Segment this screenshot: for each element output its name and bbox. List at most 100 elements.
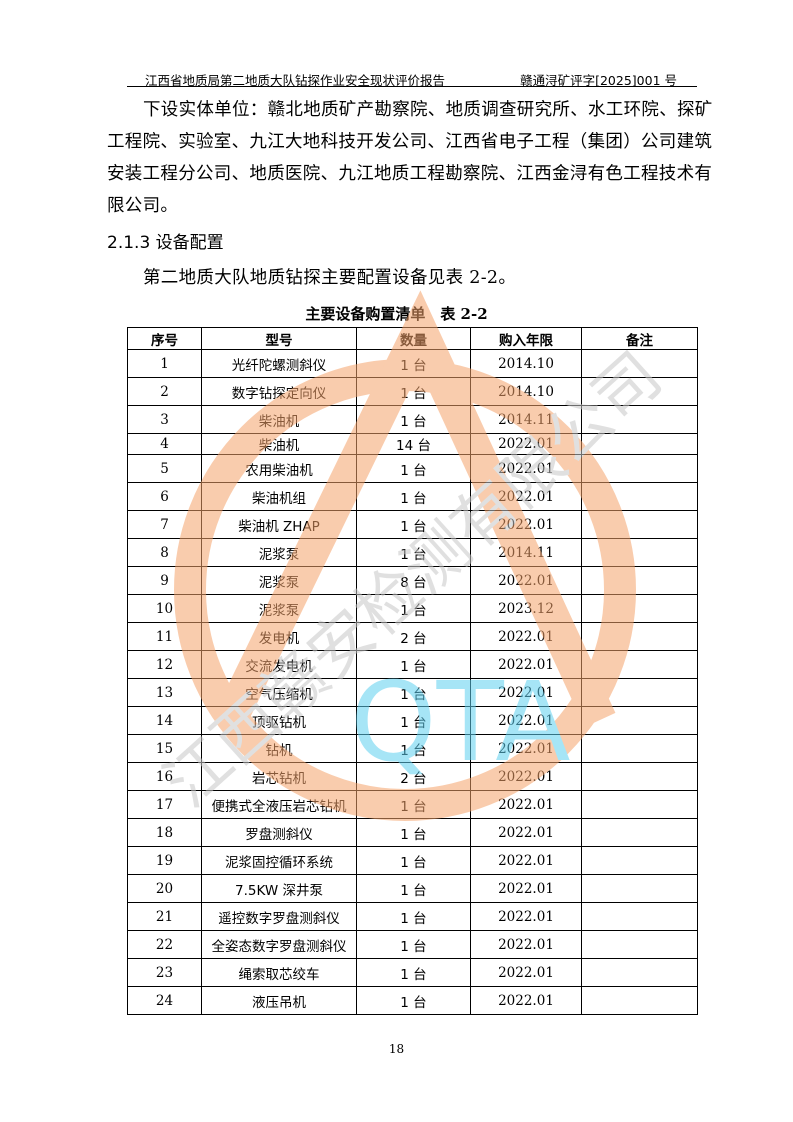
cell-year: 2022.01 bbox=[470, 790, 582, 819]
cell-remark bbox=[581, 377, 698, 406]
column-header: 备注 bbox=[581, 327, 698, 350]
cell-quantity: 14 台 bbox=[356, 433, 471, 455]
cell-year: 2022.01 bbox=[470, 874, 582, 903]
cell-quantity: 1 台 bbox=[356, 734, 471, 763]
cell-year: 2022.01 bbox=[470, 930, 582, 959]
cell-quantity: 1 台 bbox=[356, 874, 471, 903]
cell-model: 柴油机 ZHAP bbox=[201, 510, 357, 539]
cell-remark bbox=[581, 762, 698, 791]
cell-index: 5 bbox=[127, 454, 202, 483]
table-row: 2 数字钻探定向仪 1 台 2014.10 bbox=[127, 377, 698, 406]
cell-year: 2014.10 bbox=[470, 349, 582, 378]
cell-index: 23 bbox=[127, 958, 202, 987]
cell-remark bbox=[581, 482, 698, 511]
cell-quantity: 1 台 bbox=[356, 377, 471, 406]
cell-quantity: 1 台 bbox=[356, 930, 471, 959]
page-header: 江西省地质局第二地质大队钻探作业安全现状评价报告 赣通浔矿评字[2025]001… bbox=[127, 68, 697, 88]
cell-index: 18 bbox=[127, 818, 202, 847]
cell-model: 泥浆泵 bbox=[201, 594, 357, 623]
cell-quantity: 1 台 bbox=[356, 405, 471, 434]
cell-remark bbox=[581, 902, 698, 931]
cell-index: 6 bbox=[127, 482, 202, 511]
cell-year: 2014.11 bbox=[470, 538, 582, 567]
cell-year: 2022.01 bbox=[470, 818, 582, 847]
cell-year: 2022.01 bbox=[470, 706, 582, 735]
column-header: 数量 bbox=[356, 327, 471, 350]
page-number: 18 bbox=[388, 1042, 405, 1056]
cell-remark bbox=[581, 706, 698, 735]
cell-year: 2022.01 bbox=[470, 902, 582, 931]
cell-quantity: 1 台 bbox=[356, 986, 471, 1015]
cell-model: 泥浆泵 bbox=[201, 566, 357, 595]
table-row: 20 7.5KW 深井泵 1 台 2022.01 bbox=[127, 874, 698, 903]
table-row: 3 柴油机 1 台 2014.11 bbox=[127, 405, 698, 434]
cell-index: 1 bbox=[127, 349, 202, 378]
cell-index: 19 bbox=[127, 846, 202, 875]
equipment-table: 序号 型号 数量 购入年限 备注 1 光纤陀螺测斜仪 1 台 2014.10 2 数字钻探定向仪 1… bbox=[127, 327, 698, 1015]
cell-year: 2023.12 bbox=[470, 594, 582, 623]
cell-model: 钻机 bbox=[201, 734, 357, 763]
cell-remark bbox=[581, 958, 698, 987]
table-row: 21 遥控数字罗盘测斜仪 1 台 2022.01 bbox=[127, 902, 698, 931]
header-title: 江西省地质局第二地质大队钻探作业安全现状评价报告 bbox=[145, 73, 446, 88]
cell-index: 15 bbox=[127, 734, 202, 763]
table-row: 6 柴油机组 1 台 2022.01 bbox=[127, 482, 698, 511]
cell-remark bbox=[581, 405, 698, 434]
cell-remark bbox=[581, 510, 698, 539]
cell-remark bbox=[581, 349, 698, 378]
cell-year: 2014.10 bbox=[470, 377, 582, 406]
cell-index: 8 bbox=[127, 538, 202, 567]
cell-model: 全姿态数字罗盘测斜仪 bbox=[201, 930, 357, 959]
cell-index: 17 bbox=[127, 790, 202, 819]
cell-year: 2022.01 bbox=[470, 482, 582, 511]
cell-index: 20 bbox=[127, 874, 202, 903]
table-row: 17 便携式全液压岩芯钻机 1 台 2022.01 bbox=[127, 790, 698, 819]
table-row: 1 光纤陀螺测斜仪 1 台 2014.10 bbox=[127, 349, 698, 378]
cell-model: 光纤陀螺测斜仪 bbox=[201, 349, 357, 378]
cell-year: 2022.01 bbox=[470, 622, 582, 651]
cell-model: 液压吊机 bbox=[201, 986, 357, 1015]
cell-index: 16 bbox=[127, 762, 202, 791]
cell-quantity: 2 台 bbox=[356, 762, 471, 791]
cell-index: 10 bbox=[127, 594, 202, 623]
cell-quantity: 1 台 bbox=[356, 482, 471, 511]
table-row: 16 岩芯钻机 2 台 2022.01 bbox=[127, 762, 698, 791]
cell-remark bbox=[581, 790, 698, 819]
cell-model: 岩芯钻机 bbox=[201, 762, 357, 791]
cell-remark bbox=[581, 846, 698, 875]
cell-quantity: 1 台 bbox=[356, 349, 471, 378]
cell-remark bbox=[581, 678, 698, 707]
cell-remark bbox=[581, 622, 698, 651]
cell-remark bbox=[581, 566, 698, 595]
table-row: 9 泥浆泵 8 台 2022.01 bbox=[127, 566, 698, 595]
cell-quantity: 2 台 bbox=[356, 622, 471, 651]
cell-remark bbox=[581, 538, 698, 567]
cell-index: 21 bbox=[127, 902, 202, 931]
column-header: 序号 bbox=[127, 327, 202, 350]
table-row: 23 绳索取芯绞车 1 台 2022.01 bbox=[127, 958, 698, 987]
cell-remark bbox=[581, 433, 698, 455]
cell-index: 2 bbox=[127, 377, 202, 406]
cell-remark bbox=[581, 454, 698, 483]
cell-model: 柴油机 bbox=[201, 405, 357, 434]
table-row: 15 钻机 1 台 2022.01 bbox=[127, 734, 698, 763]
table-header-row: 序号 型号 数量 购入年限 备注 bbox=[127, 327, 698, 350]
cell-quantity: 1 台 bbox=[356, 510, 471, 539]
table-row: 10 泥浆泵 1 台 2023.12 bbox=[127, 594, 698, 623]
cell-model: 数字钻探定向仪 bbox=[201, 377, 357, 406]
cell-model: 7.5KW 深井泵 bbox=[201, 874, 357, 903]
cell-remark bbox=[581, 874, 698, 903]
cell-quantity: 1 台 bbox=[356, 678, 471, 707]
cell-model: 泥浆固控循环系统 bbox=[201, 846, 357, 875]
table-row: 7 柴油机 ZHAP 1 台 2022.01 bbox=[127, 510, 698, 539]
cell-model: 绳索取芯绞车 bbox=[201, 958, 357, 987]
table-row: 22 全姿态数字罗盘测斜仪 1 台 2022.01 bbox=[127, 930, 698, 959]
cell-index: 7 bbox=[127, 510, 202, 539]
table-row: 13 空气压缩机 1 台 2022.01 bbox=[127, 678, 698, 707]
cell-year: 2022.01 bbox=[470, 566, 582, 595]
cell-year: 2014.11 bbox=[470, 405, 582, 434]
cell-remark bbox=[581, 818, 698, 847]
cell-year: 2022.01 bbox=[470, 678, 582, 707]
column-header: 购入年限 bbox=[470, 327, 582, 350]
table-row: 12 交流发电机 1 台 2022.01 bbox=[127, 650, 698, 679]
